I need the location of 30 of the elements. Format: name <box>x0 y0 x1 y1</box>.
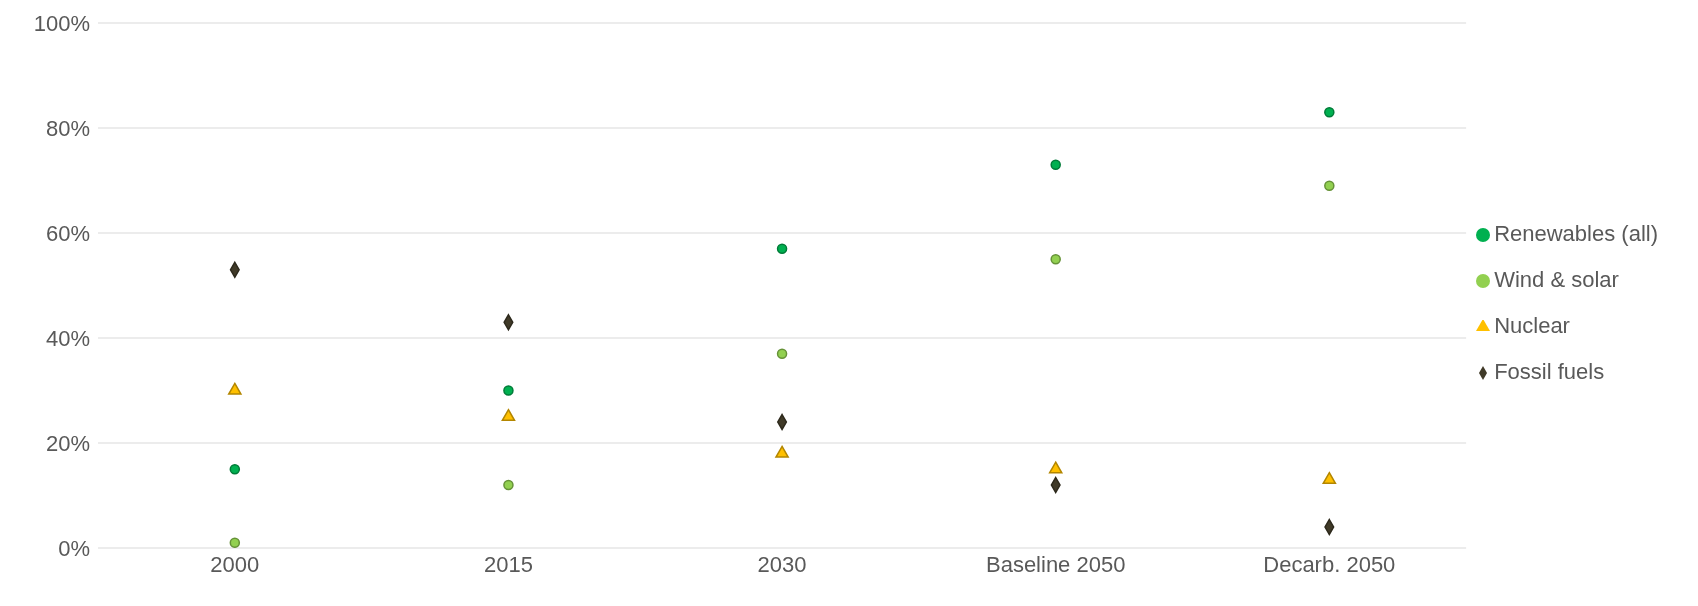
legend-label: Wind & solar <box>1494 267 1619 292</box>
point <box>503 385 514 396</box>
point <box>229 463 241 475</box>
point <box>1322 471 1337 485</box>
legend-label: Nuclear <box>1494 313 1570 338</box>
point <box>1324 106 1335 118</box>
point <box>1324 180 1335 192</box>
point <box>776 348 788 360</box>
legend-label: Renewables (all) <box>1494 221 1658 246</box>
point <box>1050 159 1061 171</box>
point <box>776 243 788 255</box>
point <box>227 382 242 395</box>
x-tick-label: 2000 <box>210 551 260 577</box>
x-tick-label: Baseline 2050 <box>985 551 1126 577</box>
y-tick-label: 60% <box>45 220 90 246</box>
y-tick-label: 20% <box>45 430 90 456</box>
point <box>501 408 516 422</box>
x-tick-label: 2015 <box>483 551 533 577</box>
point <box>503 479 514 491</box>
point <box>1050 253 1061 265</box>
y-tick-label: 80% <box>45 115 90 141</box>
point <box>229 537 241 548</box>
point <box>1048 461 1063 474</box>
point <box>775 445 789 458</box>
legend-label: Fossil fuels <box>1494 359 1605 384</box>
y-tick-label: 100% <box>33 10 90 36</box>
x-tick-label: 2030 <box>757 551 807 577</box>
x-tick-label: Decarb. 2050 <box>1263 551 1396 577</box>
y-tick-label: 40% <box>45 325 90 351</box>
y-tick-label: 0% <box>58 535 90 561</box>
